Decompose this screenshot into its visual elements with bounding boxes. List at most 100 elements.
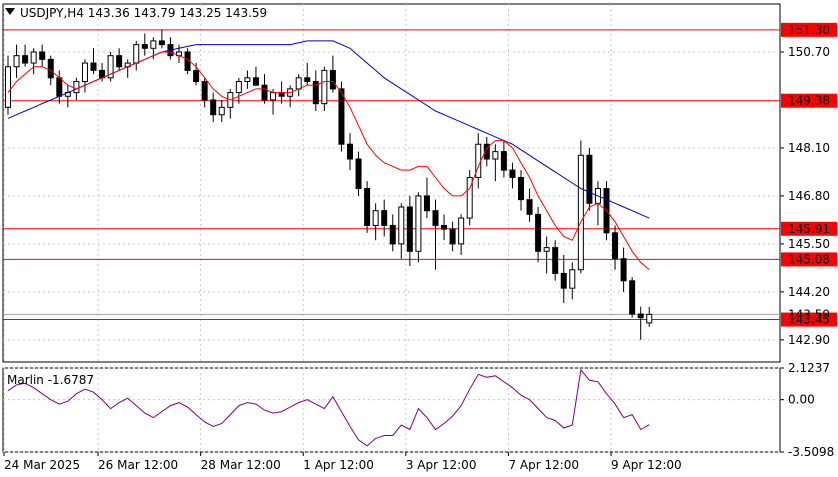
candle — [535, 206, 542, 263]
candle-body — [381, 210, 388, 226]
candle — [560, 254, 567, 303]
candle — [577, 140, 584, 274]
candle-body — [295, 77, 302, 90]
candle — [612, 225, 619, 270]
candle — [389, 214, 396, 252]
candle — [107, 51, 114, 82]
candle-body — [252, 77, 259, 86]
candle — [116, 48, 123, 71]
chart-header: USDJPY,H4 143.36 143.79 143.25 143.59 Ma… — [5, 6, 267, 387]
candle-body — [577, 154, 584, 271]
osc-tick-label: -3.5098 — [788, 445, 834, 459]
candle — [552, 240, 559, 281]
candle — [586, 147, 593, 211]
candle-body — [526, 199, 533, 215]
candle — [90, 48, 97, 75]
candle-body — [321, 69, 328, 105]
candle — [158, 29, 165, 49]
candle — [201, 77, 208, 108]
level-price-tag — [781, 252, 837, 267]
candle-body — [81, 62, 88, 83]
candle-body — [338, 88, 345, 145]
candle — [620, 247, 627, 292]
candle-body — [398, 206, 405, 245]
candle — [637, 306, 644, 340]
candle-body — [312, 81, 319, 105]
candle-body — [39, 51, 46, 60]
level-price-label: 151.30 — [788, 23, 830, 37]
y-tick-label: 142.90 — [788, 333, 830, 347]
candle-body — [372, 210, 379, 226]
candle-body — [270, 92, 277, 101]
symbol-dropdown-icon[interactable] — [5, 8, 15, 15]
candle-body — [116, 55, 123, 68]
candle — [441, 214, 448, 241]
candle-body — [612, 232, 619, 260]
level-price-label: 143.45 — [788, 313, 830, 327]
candle — [39, 44, 46, 67]
candle — [483, 136, 490, 167]
candle — [509, 162, 516, 189]
candle — [415, 192, 422, 263]
candle-body — [449, 228, 456, 245]
candle-body — [535, 213, 542, 252]
candle — [646, 307, 653, 327]
candle-body — [552, 247, 559, 274]
candle — [432, 199, 439, 270]
candle — [466, 170, 473, 226]
ma-fast-line — [7, 51, 650, 271]
candle-body — [261, 84, 268, 101]
candle-body — [158, 40, 165, 46]
candle — [500, 140, 507, 178]
candle — [244, 70, 251, 89]
candle-body — [210, 99, 217, 116]
candle-body — [406, 206, 413, 252]
main-pane-frame — [2, 3, 781, 363]
candle-body — [56, 77, 63, 97]
candle — [252, 66, 259, 86]
candle-body — [518, 176, 524, 201]
candle-body — [47, 58, 54, 79]
candle-body — [500, 151, 507, 171]
symbol-line: USDJPY,H4 143.36 143.79 143.25 143.59 — [20, 6, 267, 20]
candle — [629, 277, 636, 318]
candle — [449, 221, 456, 252]
y-tick-label: 150.70 — [788, 45, 830, 59]
candle — [458, 214, 465, 255]
candle-body — [107, 55, 114, 79]
level-price-label: 145.08 — [788, 252, 830, 266]
candle-body — [569, 269, 576, 289]
candle-body — [543, 247, 550, 252]
marlin-oscillator: 2.1237 0.00 -3.5098 — [3, 361, 834, 459]
x-tick-label: 9 Apr 12:00 — [611, 458, 682, 472]
candle-body — [475, 143, 482, 178]
candle-body — [278, 92, 285, 97]
candle-body — [637, 313, 644, 319]
axes: 150.70 148.10 146.80 145.50 144.20 142.90 24 M… — [3, 45, 830, 472]
candle-body — [30, 51, 37, 64]
osc-tick-label: 2.1237 — [788, 361, 830, 375]
candle — [364, 181, 371, 233]
candle-body — [347, 143, 353, 160]
candle-body — [629, 280, 636, 315]
candle-body — [509, 169, 516, 178]
level-price-label: 145.91 — [788, 222, 830, 236]
level-price-tag — [781, 221, 837, 236]
osc-tick-label: 0.00 — [788, 393, 815, 407]
candle — [218, 99, 225, 123]
candle — [372, 203, 379, 241]
candle-body — [586, 154, 593, 204]
candle — [81, 59, 88, 93]
marlin-line — [7, 368, 650, 447]
candle-body — [201, 81, 208, 101]
grid-layer — [3, 4, 780, 452]
level-price-tag — [781, 22, 837, 37]
candle-body — [235, 81, 242, 94]
candle — [304, 63, 311, 86]
background-layer — [2, 3, 781, 453]
candle — [543, 236, 550, 274]
y-tick-label: 144.20 — [788, 285, 830, 299]
candle — [141, 33, 148, 56]
candle-body — [141, 44, 148, 49]
